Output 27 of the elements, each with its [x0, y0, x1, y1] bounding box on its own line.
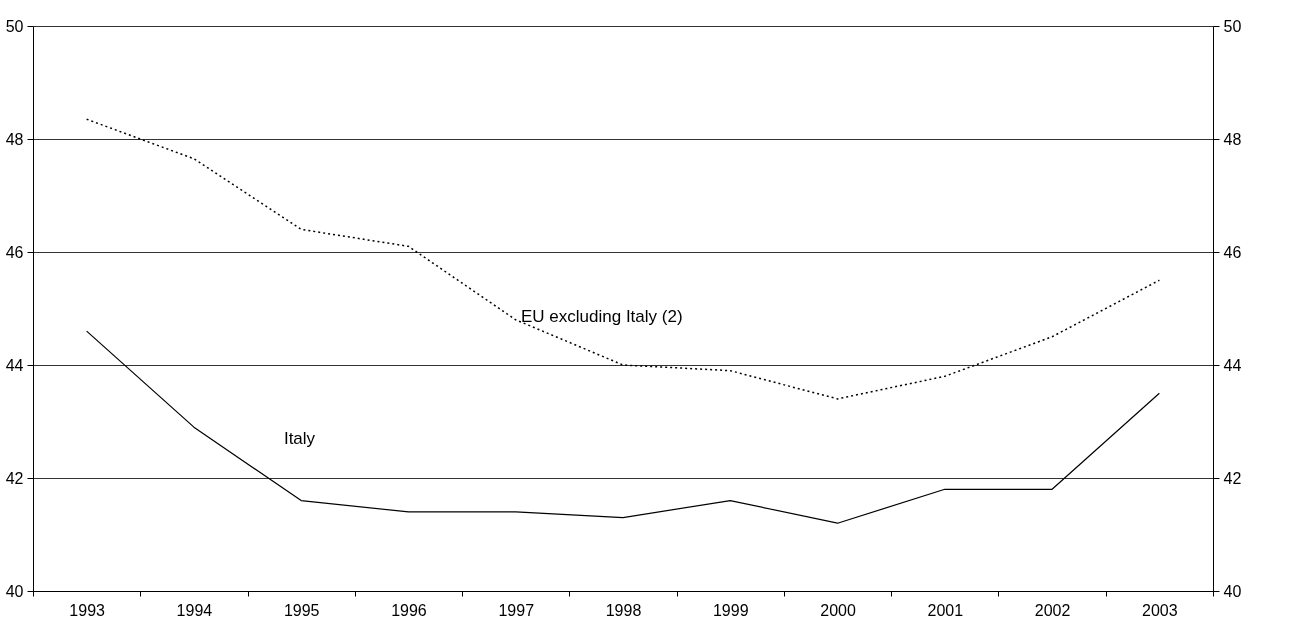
series-label: Italy [283, 429, 316, 449]
x-tick-label: 2003 [1142, 601, 1178, 619]
y-tick-label: 40 [5, 582, 24, 600]
y-tick-label: 50 [5, 17, 24, 35]
x-tick-label: 1999 [712, 601, 749, 619]
y2-tick-label: 46 [1223, 243, 1242, 261]
y2-tick-label: 44 [1223, 356, 1242, 374]
x-tick-label: 1998 [605, 601, 642, 619]
y2-tick-label: 40 [1223, 582, 1242, 600]
x-tick-label: 2001 [927, 601, 964, 619]
x-tick-label: 1993 [69, 601, 106, 619]
x-tick-label: 1994 [176, 601, 213, 619]
x-tick-label: 1995 [283, 601, 320, 619]
line-series [85, 118, 1161, 400]
y2-tick-label: 48 [1223, 130, 1242, 148]
series-label: EU excluding Italy (2) [521, 307, 683, 326]
y-tick-label: 48 [5, 130, 24, 148]
x-tick-label: 2000 [820, 601, 856, 619]
x-tick-label: 1997 [498, 601, 535, 619]
y2-tick-label: 42 [1223, 469, 1242, 487]
line-series [86, 330, 1160, 524]
x-tick-label: 1996 [391, 601, 427, 619]
y2-tick-label: 50 [1223, 17, 1242, 35]
y-tick-label: 46 [5, 243, 24, 261]
y-tick-label: 42 [5, 469, 24, 487]
y-tick-label: 44 [5, 356, 24, 374]
x-tick-label: 2002 [1034, 601, 1071, 619]
